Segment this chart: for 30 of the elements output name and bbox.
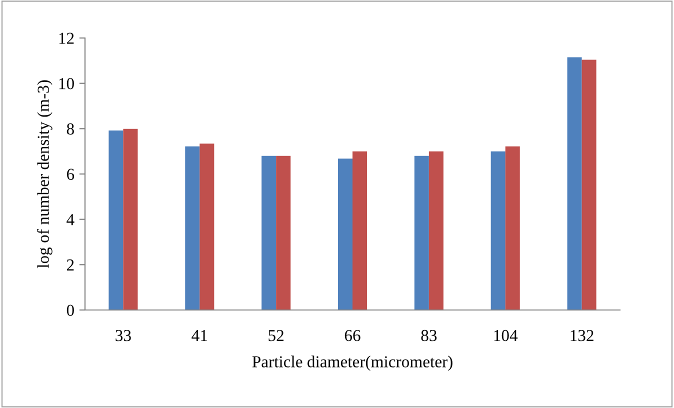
bar	[108, 130, 124, 310]
y-tick-label: 12	[59, 32, 74, 44]
x-tick-label: 66	[344, 330, 360, 342]
bar	[490, 151, 506, 310]
bar	[567, 57, 582, 310]
bar	[185, 146, 200, 310]
bar	[505, 146, 520, 310]
y-tick-label: 0	[66, 304, 74, 316]
x-tick-label: 33	[116, 330, 131, 342]
x-tick-label: 41	[192, 330, 207, 342]
y-tick-label: 2	[66, 259, 74, 270]
y-tick-label: 6	[66, 168, 74, 180]
bar	[428, 151, 444, 310]
x-tick-label: 52	[268, 330, 284, 342]
x-tick-label: 104	[494, 330, 518, 342]
bar	[352, 151, 368, 310]
y-tick-label: 10	[59, 78, 74, 90]
y-tick-label: 4	[66, 214, 74, 226]
bar	[582, 60, 596, 310]
bar	[200, 144, 214, 310]
x-tick-label: 132	[570, 330, 594, 342]
x-axis-title: Particle diameter(micrometer)	[252, 356, 452, 371]
bar	[123, 128, 138, 310]
bar	[276, 156, 291, 310]
bar	[262, 156, 276, 310]
y-tick-label: 8	[66, 123, 74, 135]
y-axis-title: log of number density (m-3)	[37, 80, 52, 268]
x-tick-label: 83	[421, 330, 437, 342]
bar	[414, 156, 429, 310]
bar	[338, 158, 352, 310]
